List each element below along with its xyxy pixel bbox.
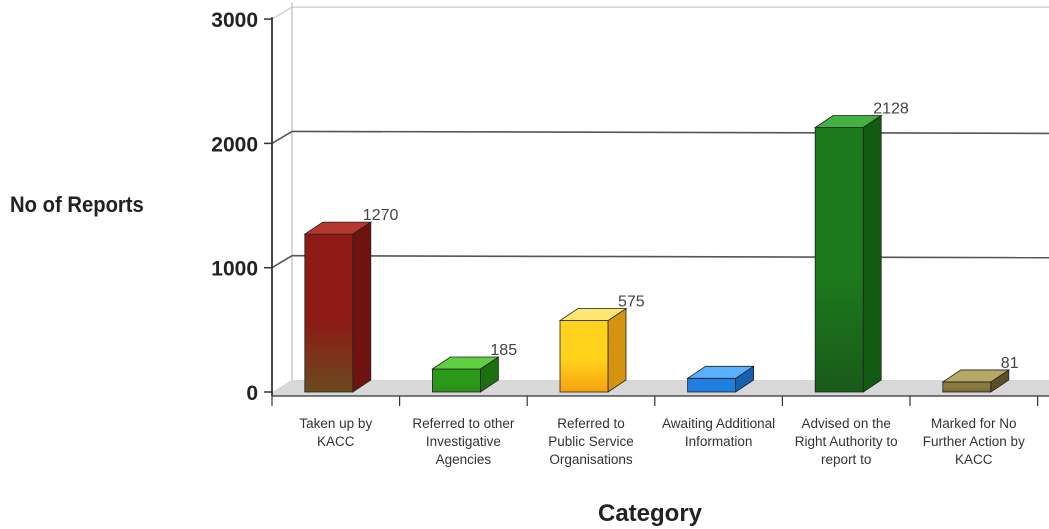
bar	[813, 114, 883, 393]
bar-front	[431, 368, 481, 393]
data-label: 81	[1001, 355, 1019, 372]
x-category-label: report to	[821, 452, 871, 467]
gridline-depth	[271, 6, 293, 20]
y-tick-label: 1000	[211, 258, 258, 281]
bar	[686, 365, 755, 393]
bar-top	[686, 365, 755, 379]
bar-front	[687, 377, 736, 393]
x-category-label: Advised on the	[802, 416, 891, 431]
grid-layer	[271, 3, 1049, 396]
x-category-label: Referred to other	[412, 416, 515, 431]
bar-top	[941, 369, 1011, 383]
x-category-label: Right Authority to	[795, 434, 898, 449]
x-category-label: Referred to	[557, 416, 625, 431]
bar-front	[559, 320, 609, 393]
label-layer: 1270 Taken up by KACC 185 Referred to other I…	[299, 100, 1025, 467]
bar-front	[942, 381, 992, 393]
bar-top	[303, 221, 373, 235]
x-category-label: Further Action by	[923, 434, 1025, 449]
bar-side	[352, 221, 372, 393]
gridline	[291, 130, 1049, 135]
bar-side	[862, 114, 882, 393]
x-category-label: Agencies	[436, 452, 492, 467]
gridline	[291, 254, 1049, 259]
floor-plane	[272, 380, 1049, 396]
gridline-depth	[271, 255, 293, 269]
bar-top	[558, 308, 628, 321]
bar-top	[813, 115, 883, 128]
y-axis-label: No of Reports	[10, 192, 144, 217]
y-tick-label: 3000	[211, 9, 258, 32]
x-axis-label: Category	[597, 500, 703, 527]
bar	[558, 307, 628, 393]
bar-top	[431, 356, 500, 370]
gridline-depth	[271, 130, 293, 145]
x-category-label: Organisations	[549, 452, 633, 467]
x-category-label: Marked for No	[931, 416, 1017, 431]
data-label: 1270	[363, 207, 399, 224]
bar-side	[607, 307, 627, 393]
x-category-label: Investigative	[426, 434, 501, 449]
axis-layer: 0 1000 2000 3000	[211, 9, 1049, 406]
x-category-label: KACC	[955, 452, 993, 467]
x-category-label: Taken up by	[299, 416, 372, 431]
bar-layer	[303, 114, 1011, 393]
y-tick-label: 2000	[211, 133, 258, 156]
bar-front	[814, 127, 864, 393]
bar	[303, 221, 373, 393]
data-label: 575	[618, 294, 645, 311]
data-label: 185	[490, 342, 517, 359]
bar	[431, 356, 500, 393]
x-category-label: Information	[685, 434, 753, 449]
x-category-label: Public Service	[548, 434, 634, 449]
bar	[941, 369, 1011, 393]
x-category-label: Awaiting Additional	[662, 416, 775, 431]
data-label: 2128	[873, 100, 909, 117]
x-category-label: KACC	[317, 434, 355, 449]
bar-front	[304, 233, 354, 393]
y-tick-label: 0	[246, 382, 258, 405]
